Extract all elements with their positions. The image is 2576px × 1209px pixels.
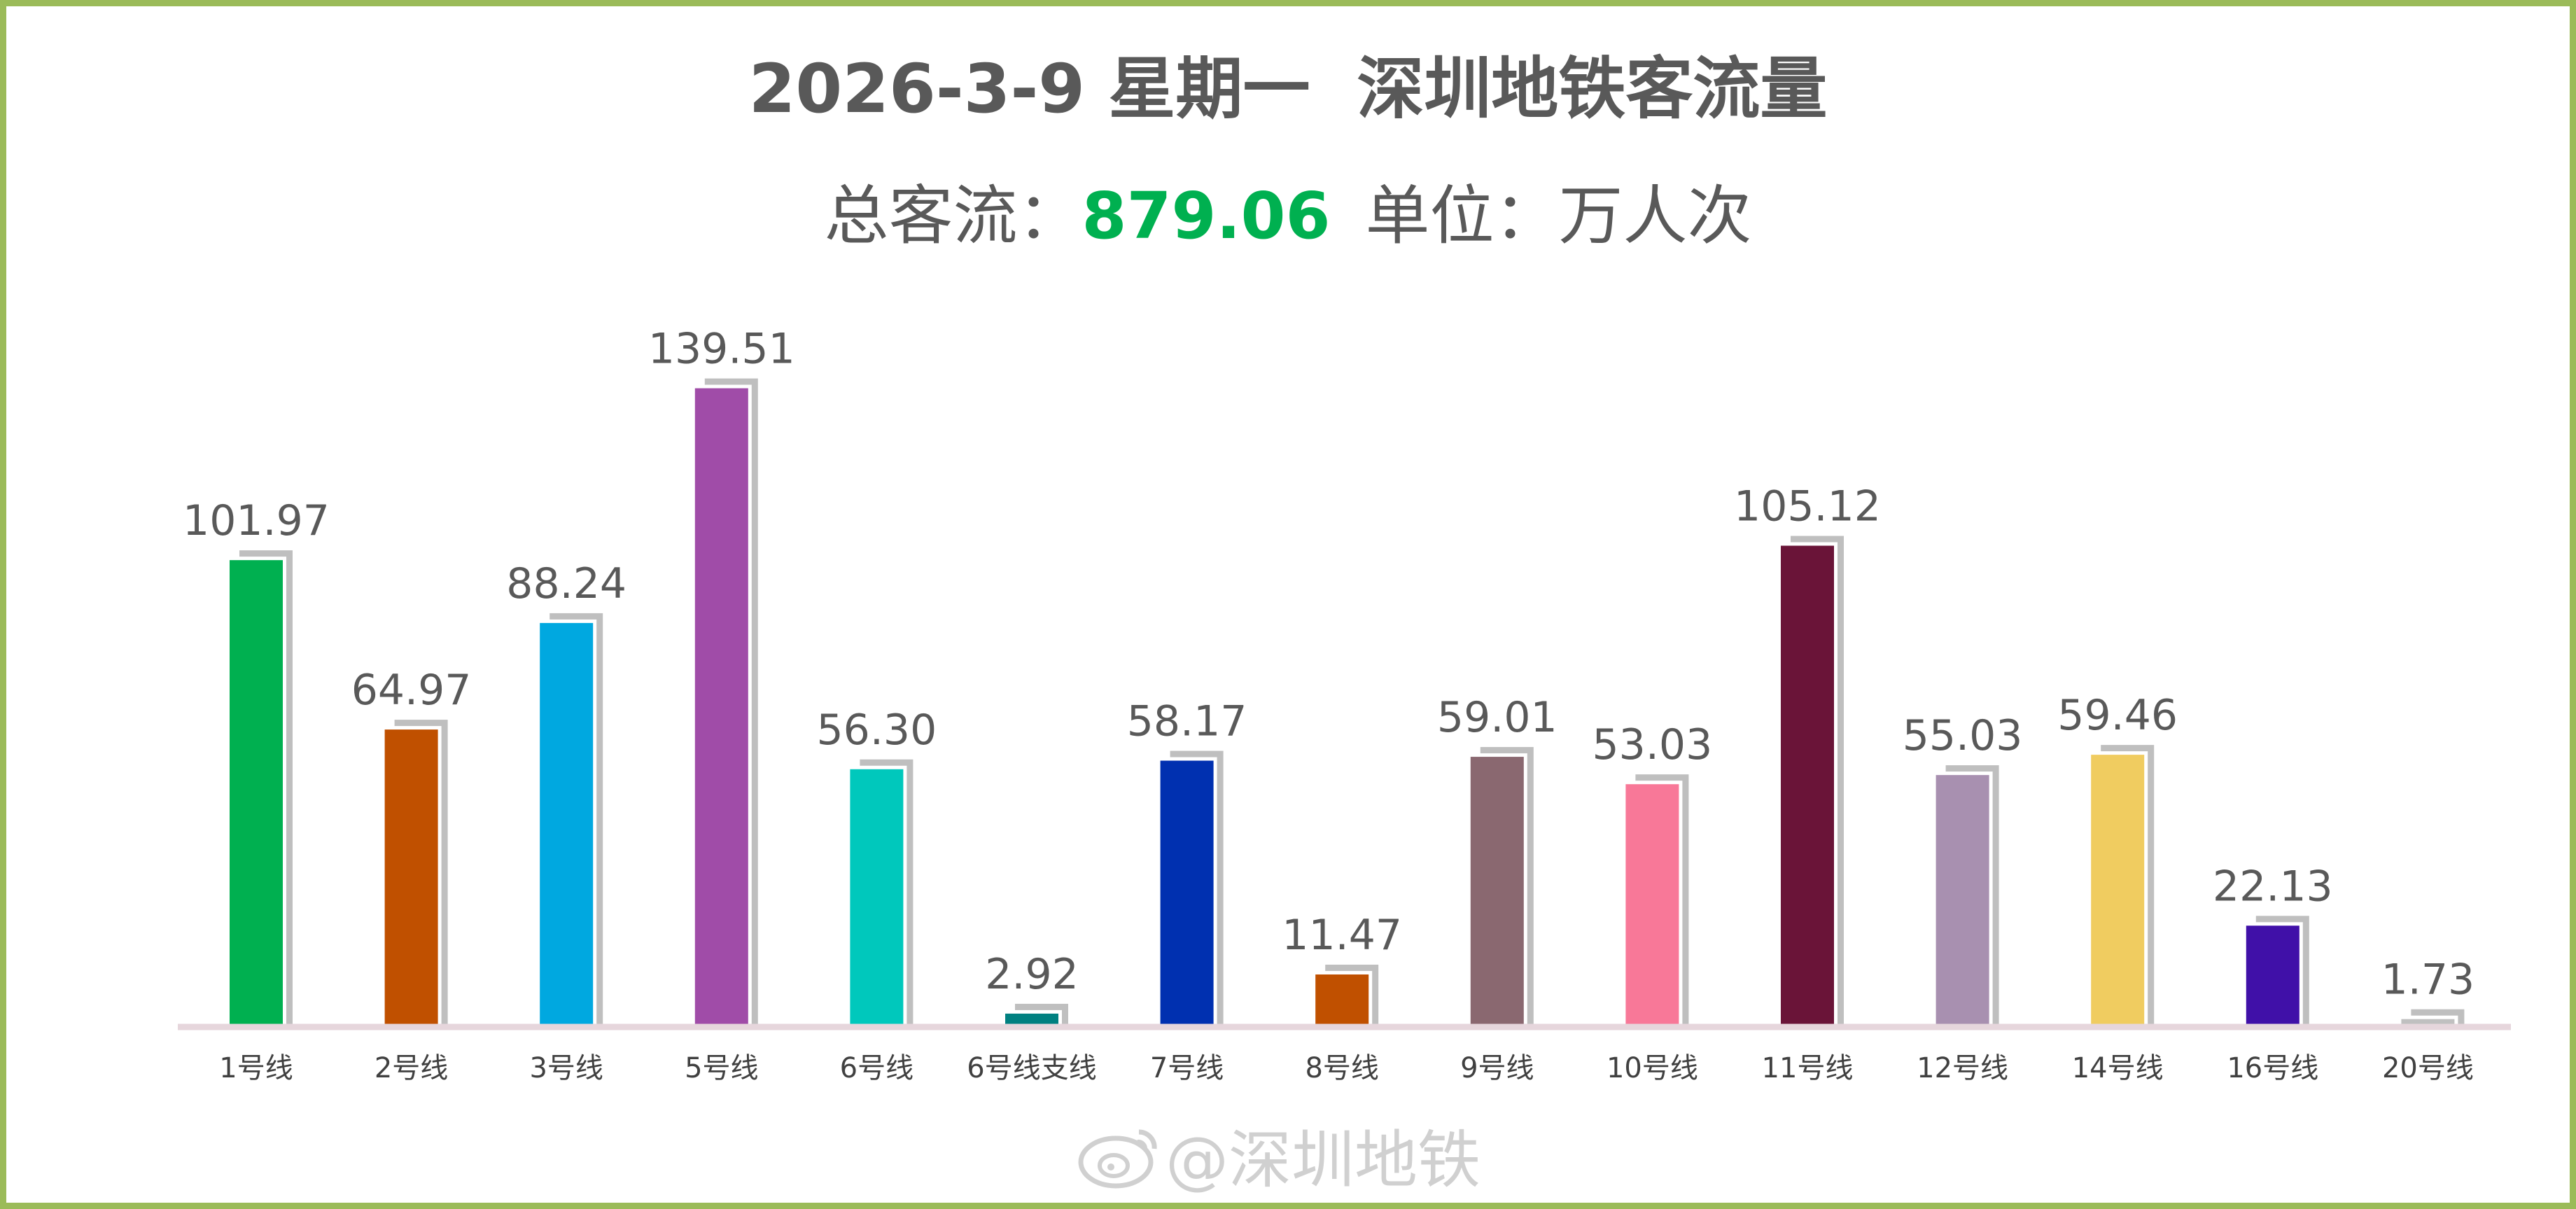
category-label: 12号线 xyxy=(1917,1052,2008,1084)
labels-layer: 101.97 1号线 64.97 2号线 88.24 3号线 139.51 5号线 56.30 6… xyxy=(183,325,2474,1084)
weibo-icon xyxy=(1077,1124,1161,1205)
category-label: 11号线 xyxy=(1762,1052,1854,1084)
chart-subtitle: 总客流：879.06 单位：万人次 xyxy=(6,164,2570,257)
category-label: 10号线 xyxy=(1606,1052,1698,1084)
bar-value-label: 53.03 xyxy=(1592,720,1713,769)
bar xyxy=(1935,775,1989,1027)
bar xyxy=(1470,757,1524,1027)
bar xyxy=(1625,784,1679,1027)
bar-value-label: 101.97 xyxy=(183,496,330,545)
bar xyxy=(1781,545,1834,1027)
bar-value-label: 1.73 xyxy=(2381,956,2475,1005)
bar xyxy=(1315,974,1369,1027)
category-label: 20号线 xyxy=(2382,1052,2474,1084)
bar xyxy=(384,729,438,1027)
category-label: 7号线 xyxy=(1150,1052,1224,1084)
bar-value-label: 2.92 xyxy=(985,950,1079,999)
bar xyxy=(540,622,594,1027)
category-label: 3号线 xyxy=(529,1052,603,1084)
bar xyxy=(850,769,904,1027)
total-value: 879.06 xyxy=(1082,179,1331,253)
bar-value-label: 139.51 xyxy=(648,325,795,374)
category-label: 16号线 xyxy=(2227,1052,2318,1084)
bars-layer xyxy=(226,378,2465,1027)
watermark-text: @深圳地铁 xyxy=(1166,1124,1480,1197)
bar-value-label: 59.01 xyxy=(1437,693,1558,742)
bar xyxy=(230,560,283,1027)
bar-chart: 101.97 1号线 64.97 2号线 88.24 3号线 139.51 5号线 56.30 6… xyxy=(178,325,2511,1084)
bar xyxy=(1005,1013,1058,1027)
bar-value-label: 64.97 xyxy=(351,666,472,715)
category-label: 1号线 xyxy=(219,1052,293,1084)
category-label: 6号线 xyxy=(840,1052,913,1084)
total-label: 总客流： xyxy=(824,179,1082,253)
category-label: 2号线 xyxy=(374,1052,448,1084)
bar-value-label: 59.46 xyxy=(2057,691,2178,740)
category-label: 6号线支线 xyxy=(967,1052,1096,1084)
bar-value-label: 22.13 xyxy=(2213,862,2333,911)
bar xyxy=(2091,755,2145,1027)
category-label: 14号线 xyxy=(2072,1052,2164,1084)
bar-value-label: 56.30 xyxy=(817,706,937,755)
bar-value-label: 11.47 xyxy=(1282,911,1402,960)
bar xyxy=(1160,760,1214,1027)
chart-title: 2026-3-9 星期一 深圳地铁客流量 xyxy=(748,50,1828,128)
category-label: 8号线 xyxy=(1305,1052,1378,1084)
bar xyxy=(2246,925,2300,1027)
bar-value-label: 105.12 xyxy=(1734,482,1881,531)
bar xyxy=(2401,1019,2455,1027)
unit-label: 单位：万人次 xyxy=(1365,179,1752,253)
bar-value-label: 88.24 xyxy=(506,559,626,608)
watermark: @深圳地铁 xyxy=(1077,1109,1480,1205)
bar-value-label: 58.17 xyxy=(1127,697,1247,746)
category-label: 5号线 xyxy=(685,1052,758,1084)
bar xyxy=(694,388,748,1027)
category-label: 9号线 xyxy=(1460,1052,1534,1084)
bar-value-label: 55.03 xyxy=(1903,711,2023,760)
